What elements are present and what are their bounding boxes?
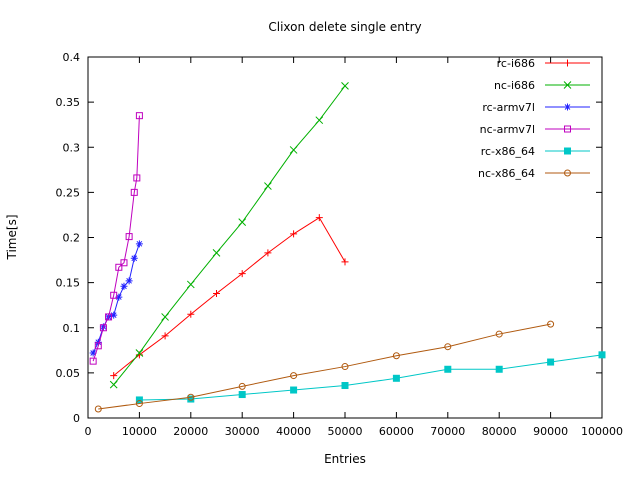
series-nc-i686: [109, 82, 349, 389]
y-tick-label: 0: [73, 412, 80, 425]
series-line: [92, 115, 140, 362]
series-line: [98, 323, 551, 410]
legend-label: rc-armv7l: [482, 101, 535, 114]
legend-entry-nc-armv7l: nc-armv7l: [480, 123, 590, 136]
x-tick-label: 0: [85, 425, 92, 438]
x-axis-label: Entries: [324, 452, 366, 466]
series-rc-i686: [110, 214, 349, 380]
legend-label: nc-x86_64: [478, 167, 535, 180]
x-tick-label: 70000: [430, 425, 465, 438]
plot-area: 0 10000 20000 30000 40000 50000 60000 70000 8000…: [56, 51, 624, 438]
x-tick-label: 90000: [533, 425, 568, 438]
series-nc-armv7l: [89, 112, 143, 365]
legend-label: nc-armv7l: [480, 123, 535, 136]
y-tick-label: 0.4: [63, 51, 81, 64]
y-axis-label: Time[s]: [5, 215, 19, 261]
legend-entry-nc-x86_64: nc-x86_64: [478, 167, 590, 180]
x-tick-label: 80000: [482, 425, 517, 438]
legend-entry-nc-i686: nc-i686: [494, 79, 590, 92]
series-line: [113, 85, 346, 385]
series-rc-x86_64: [135, 351, 606, 404]
y-tick-label: 0.35: [56, 96, 81, 109]
y-tick-label: 0.3: [63, 141, 81, 154]
series-line: [139, 354, 603, 401]
legend-entry-rc-x86_64: rc-x86_64: [481, 145, 590, 158]
x-tick-label: 60000: [379, 425, 414, 438]
legend-entry-rc-armv7l: rc-armv7l: [482, 101, 590, 114]
chart-title: Clixon delete single entry: [268, 20, 421, 34]
y-tick-label: 0.05: [56, 367, 81, 380]
y-tick-label: 0.25: [56, 186, 81, 199]
x-tick-label: 20000: [173, 425, 208, 438]
legend-entry-rc-i686: rc-i686: [497, 57, 590, 70]
x-tick-label: 10000: [122, 425, 157, 438]
y-tick-label: 0.1: [63, 322, 81, 335]
x-tick-label: 30000: [225, 425, 260, 438]
series-line: [92, 243, 140, 354]
y-tick-label: 0.2: [63, 232, 81, 245]
legend-label: rc-i686: [497, 57, 535, 70]
legend-label: rc-x86_64: [481, 145, 535, 158]
x-tick-label: 40000: [276, 425, 311, 438]
x-tick-label: 100000: [581, 425, 623, 438]
legend-label: nc-i686: [494, 79, 535, 92]
series-line: [113, 216, 346, 376]
series-nc-x86_64: [94, 320, 555, 413]
x-tick-label: 50000: [328, 425, 363, 438]
y-tick-label: 0.15: [56, 277, 81, 290]
